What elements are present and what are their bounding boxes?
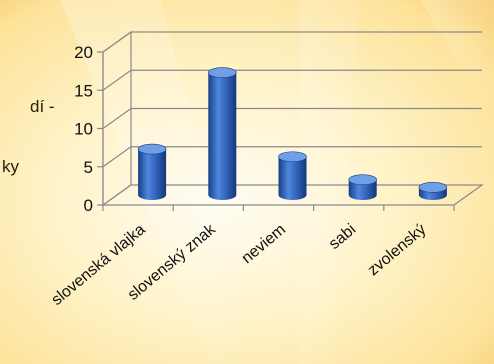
y-tick-label: 10	[74, 120, 93, 139]
bar	[208, 67, 237, 200]
bar-series	[137, 67, 448, 200]
x-category-label: zvolenský	[365, 221, 430, 279]
bar	[137, 143, 167, 200]
x-category-label: neviem	[239, 221, 289, 267]
gridline	[102, 107, 482, 129]
bar-body	[348, 179, 377, 200]
y-axis: 0 5 10 15 20	[74, 43, 104, 215]
chart-gridlines	[102, 31, 482, 168]
y-tick-label: 0	[84, 196, 93, 215]
bar	[348, 174, 378, 200]
gridline	[102, 31, 482, 53]
bar-body	[278, 156, 307, 200]
bar-top	[418, 182, 448, 193]
bar-body	[138, 149, 167, 200]
bar-body	[208, 72, 237, 200]
gridline	[102, 146, 482, 168]
slide-text-fragment: dí -	[30, 97, 55, 116]
chart-floor	[101, 184, 484, 206]
bar-top	[278, 151, 307, 163]
slide-text-fragment: ky	[2, 157, 19, 176]
y-tick-label: 15	[74, 81, 93, 100]
bar-top	[137, 143, 167, 155]
y-tick-label: 5	[84, 158, 93, 177]
bar-top	[348, 174, 378, 185]
bar-top	[208, 67, 237, 78]
x-category-label: sabi	[326, 221, 359, 253]
gridline	[102, 69, 482, 91]
bar	[418, 182, 448, 200]
y-tick-label: 20	[74, 43, 93, 62]
bar	[278, 151, 307, 200]
